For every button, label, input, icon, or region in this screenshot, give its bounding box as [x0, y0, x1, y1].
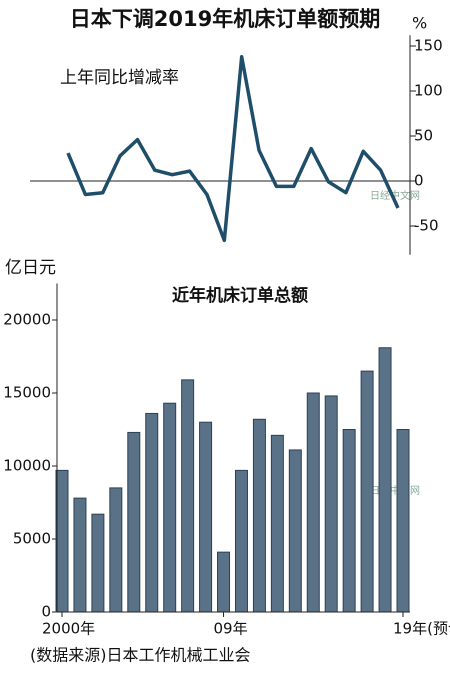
bar [163, 402, 177, 613]
bar [181, 379, 195, 613]
bar [252, 418, 266, 613]
bar [127, 431, 141, 613]
bar [288, 449, 302, 613]
bar [234, 469, 248, 613]
bar-subtitle: 近年机床订单总额 [172, 285, 308, 306]
y-unit: % [412, 14, 427, 33]
bar [324, 395, 338, 613]
y-tick-label: 5000 [13, 530, 51, 548]
bar [55, 469, 69, 613]
bar [217, 551, 231, 613]
title: 日本下调2019年机床订单额预期 [70, 7, 380, 31]
bar [270, 434, 284, 613]
y-tick-label: 0 [41, 603, 51, 621]
watermark: 日经中文网 [370, 189, 420, 202]
y-tick-label: 100 [414, 82, 443, 100]
bar [378, 347, 392, 613]
bar [91, 513, 105, 613]
y-tick-label: -50 [414, 217, 439, 235]
bar [73, 497, 87, 613]
y-tick-label: 50 [414, 127, 433, 145]
bar [109, 487, 123, 613]
y-unit: 亿日元 [5, 258, 56, 278]
bar [342, 429, 356, 613]
bar [396, 429, 410, 613]
line [66, 55, 400, 243]
bar [306, 392, 320, 613]
y-tick-label: 15000 [3, 384, 51, 402]
y-tick-label: 0 [414, 172, 424, 190]
x-tick-label: 09年 [214, 620, 248, 638]
y-tick-label: 20000 [3, 311, 51, 329]
y-tick-label: 150 [414, 37, 443, 55]
bar [145, 412, 159, 613]
bar [360, 370, 374, 613]
x-tick-label: 2000年 [42, 620, 95, 638]
bar [199, 421, 213, 613]
y-tick-label: 10000 [3, 457, 51, 475]
watermark: 日经中文网 [370, 484, 420, 497]
line-subtitle: 上年同比增减率 [60, 68, 179, 88]
source: (数据来源)日本工作机械工业会 [30, 646, 251, 665]
x-tick-label: 19年(预计) [393, 620, 450, 638]
